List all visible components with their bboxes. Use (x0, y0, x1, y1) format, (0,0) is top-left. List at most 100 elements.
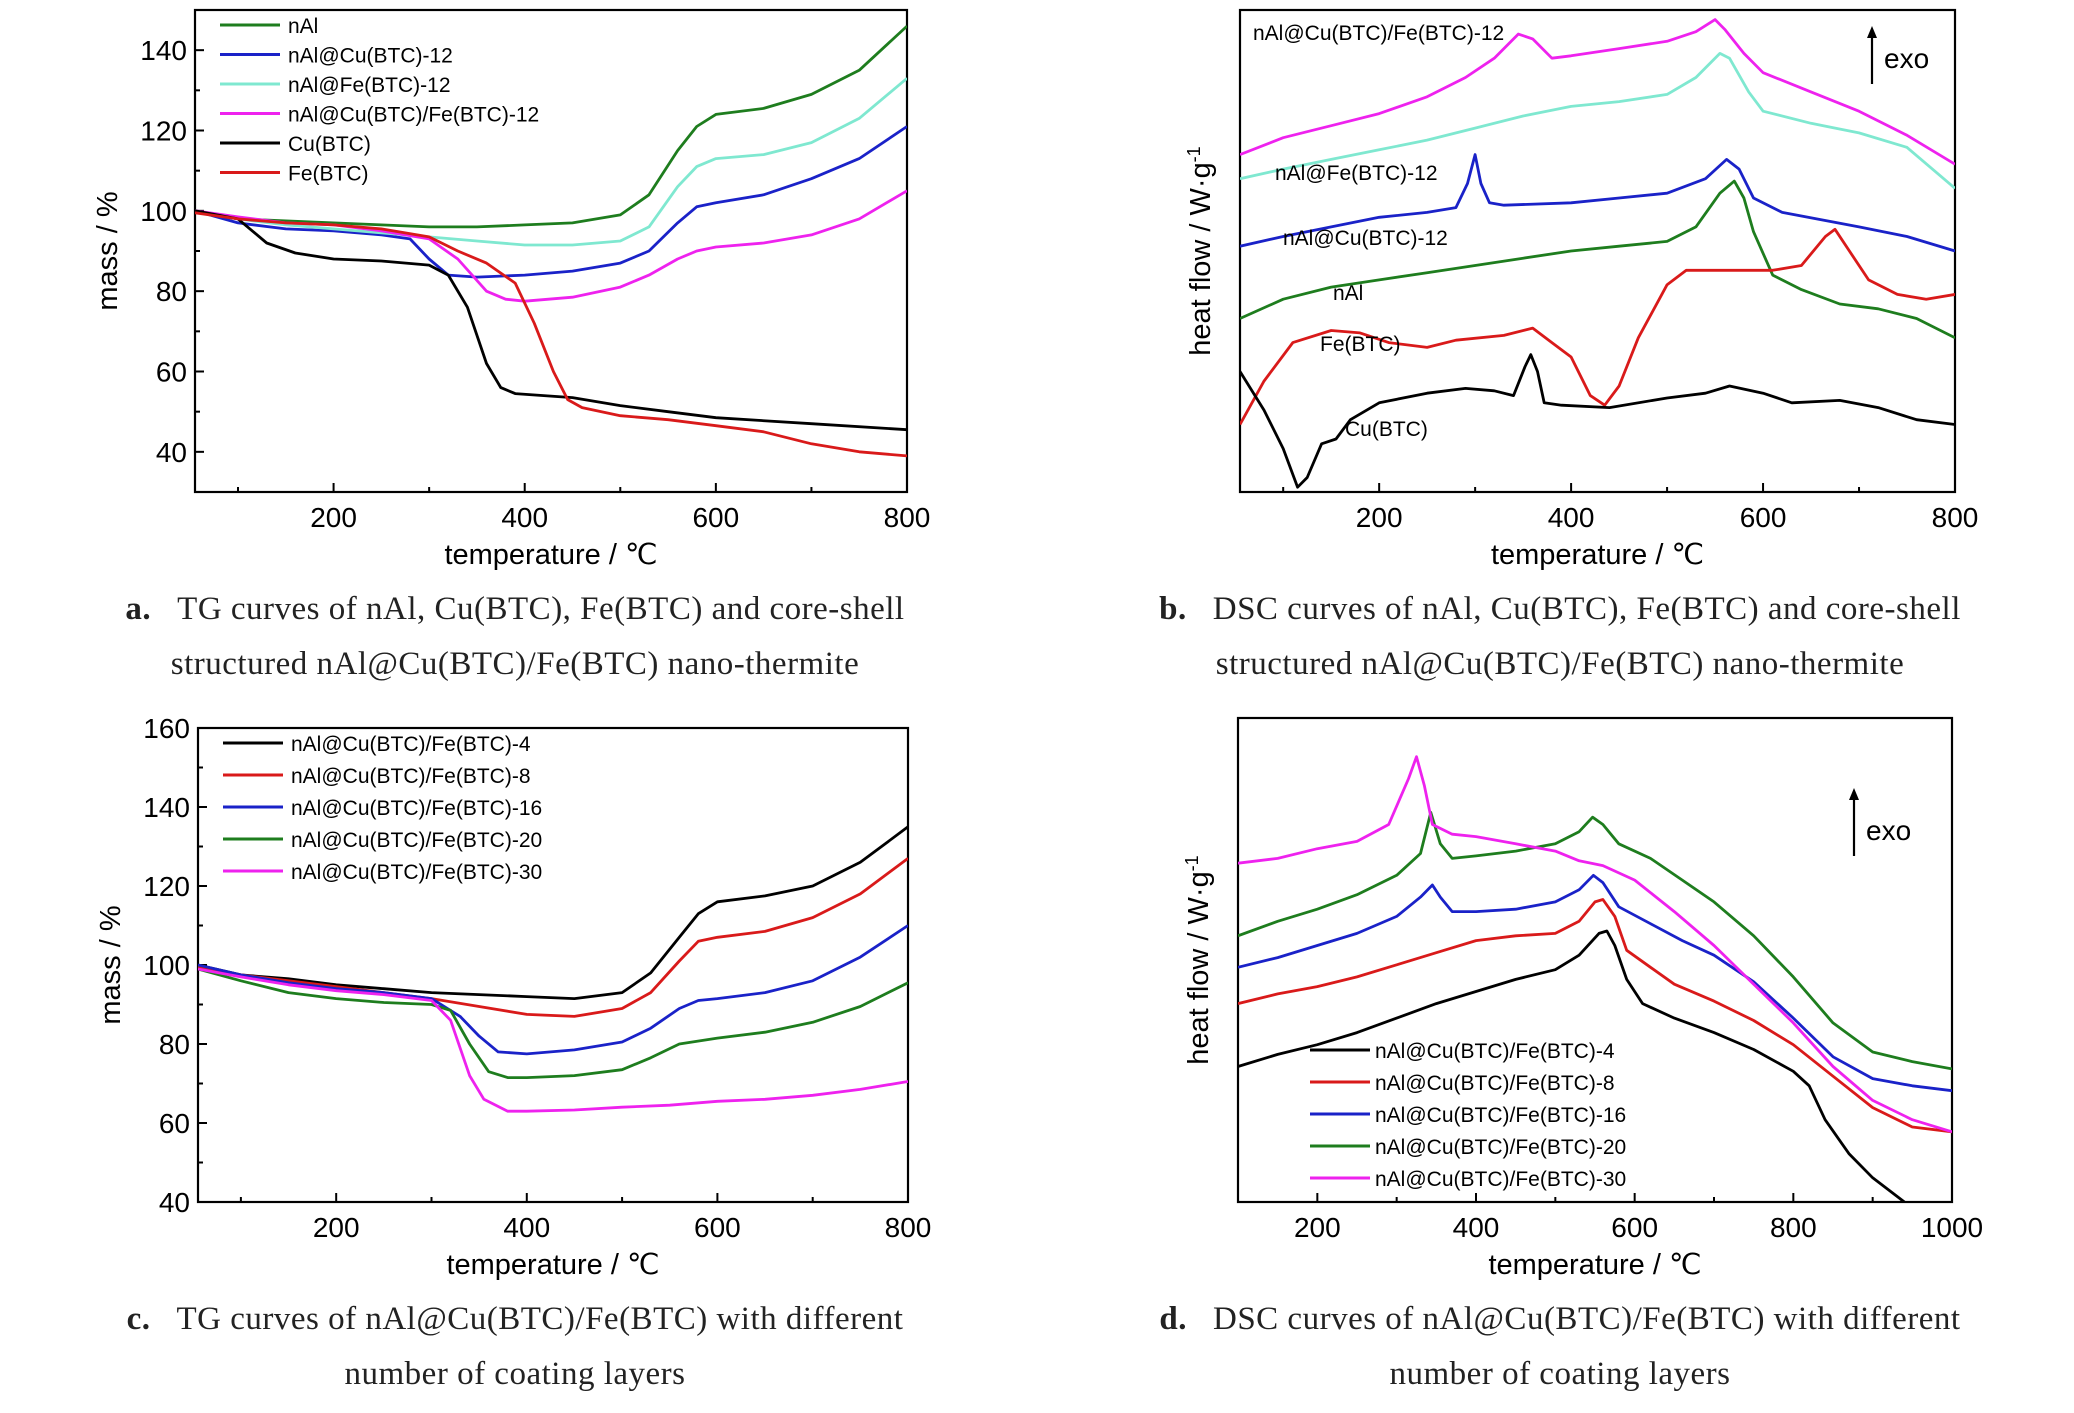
chart-a: 200 400 600 800 40 60 80 100 120 140 temperature /… (92, 8, 931, 571)
series-line (1240, 179, 1955, 340)
exo-label: exo (1884, 43, 1929, 74)
series-line (1240, 353, 1955, 489)
y-axis-label: mass / % (92, 191, 124, 310)
legend-label: nAl@Cu(BTC)/Fe(BTC)-8 (291, 765, 531, 788)
legend-label: Cu(BTC) (288, 133, 371, 156)
y-axis-label: mass / % (95, 905, 127, 1024)
x-tick-label: 800 (1932, 502, 1979, 533)
y-tick-label: 80 (159, 1029, 190, 1060)
legend-label: nAl@Cu(BTC)-12 (288, 45, 453, 68)
series-line (1238, 755, 1952, 1134)
legend-label: nAl@Cu(BTC)/Fe(BTC)-20 (291, 829, 542, 852)
caption-b-line2: structured nAl@Cu(BTC)/Fe(BTC) nano-ther… (1215, 646, 1905, 682)
x-tick-label: 600 (1740, 502, 1787, 533)
series-line (1240, 227, 1955, 426)
legend-label: nAl@Cu(BTC)/Fe(BTC)-4 (1375, 1040, 1615, 1063)
x-tick-label: 200 (1356, 502, 1403, 533)
legend-label: nAl@Cu(BTC)/Fe(BTC)-4 (291, 733, 531, 756)
legend-label: nAl (288, 15, 318, 38)
series-line (1240, 52, 1955, 190)
chart-d: 200 400 600 800 1000 temperature / ℃ heat flow… (1182, 716, 1983, 1281)
series-line (198, 967, 908, 1079)
caption-a: a. TG curves of nAl, Cu(BTC), Fe(BTC) and… (30, 582, 1000, 692)
y-axis-label: heat flow / W·g-1 (1182, 855, 1215, 1064)
y-tick-label: 140 (140, 35, 187, 66)
x-tick-label: 600 (692, 502, 739, 533)
chart-b: 200 400 600 800 temperature / ℃ heat flow / W… (1184, 8, 1979, 571)
x-axis-label: temperature / ℃ (444, 539, 657, 571)
caption-b: b. DSC curves of nAl, Cu(BTC), Fe(BTC) an… (1060, 582, 2060, 692)
x-tick-label: 400 (1548, 502, 1595, 533)
exo-label: exo (1866, 815, 1911, 846)
exo-arrow-icon (1867, 26, 1877, 38)
series-line (198, 924, 908, 1056)
curve-label: nAl@Cu(BTC)-12 (1283, 227, 1448, 250)
legend-label: nAl@Cu(BTC)/Fe(BTC)-8 (1375, 1072, 1615, 1095)
caption-a-label: a. (125, 591, 152, 627)
caption-a-line1: TG curves of nAl, Cu(BTC), Fe(BTC) and c… (177, 591, 905, 627)
plot-frame (1236, 716, 1954, 1204)
caption-c-line1: TG curves of nAl@Cu(BTC)/Fe(BTC) with di… (176, 1301, 904, 1337)
caption-b-label: b. (1159, 591, 1187, 627)
y-tick-label: 160 (143, 713, 190, 744)
curve-label: Cu(BTC) (1345, 418, 1428, 441)
legend-label: nAl@Cu(BTC)/Fe(BTC)-16 (1375, 1104, 1626, 1127)
curve-label: Fe(BTC) (1320, 333, 1401, 356)
series-line (195, 25, 907, 229)
curve-label: nAl (1333, 282, 1363, 305)
legend-label: nAl@Cu(BTC)/Fe(BTC)-30 (291, 861, 542, 884)
x-tick-label: 200 (310, 502, 357, 533)
series-line (195, 125, 907, 279)
series-line (1238, 873, 1952, 1093)
y-tick-label: 40 (159, 1187, 190, 1218)
x-tick-label: 400 (1453, 1212, 1500, 1243)
y-tick-label: 40 (156, 437, 187, 468)
x-tick-label: 800 (885, 1212, 932, 1243)
legend-label: nAl@Cu(BTC)/Fe(BTC)-16 (291, 797, 542, 820)
curve-label: nAl@Cu(BTC)/Fe(BTC)-12 (1253, 22, 1504, 45)
chart-c: 200 400 600 800 40 60 80 100 120 140 160 temperatur… (95, 713, 931, 1281)
x-tick-label: 600 (694, 1212, 741, 1243)
series-line (1238, 811, 1952, 1071)
curve-label: nAl@Fe(BTC)-12 (1275, 162, 1438, 185)
x-tick-label: 600 (1611, 1212, 1658, 1243)
caption-d: d. DSC curves of nAl@Cu(BTC)/Fe(BTC) with… (1060, 1292, 2060, 1402)
y-tick-label: 100 (143, 950, 190, 981)
y-tick-label: 140 (143, 792, 190, 823)
caption-b-line1: DSC curves of nAl, Cu(BTC), Fe(BTC) and … (1212, 591, 1961, 627)
series-line (198, 967, 908, 1113)
exo-arrow-icon (1849, 788, 1859, 800)
x-tick-label: 400 (503, 1212, 550, 1243)
x-tick-label: 400 (501, 502, 548, 533)
y-axis-label: heat flow / W·g-1 (1184, 146, 1217, 355)
y-tick-label: 120 (143, 871, 190, 902)
series-line (1238, 898, 1952, 1134)
caption-c-label: c. (126, 1301, 151, 1337)
series-line (195, 209, 907, 432)
caption-d-label: d. (1159, 1301, 1187, 1337)
x-axis-label: temperature / ℃ (1491, 539, 1704, 571)
x-tick-label: 800 (1770, 1212, 1817, 1243)
series-line (198, 825, 908, 1000)
caption-c: c. TG curves of nAl@Cu(BTC)/Fe(BTC) with … (30, 1292, 1000, 1402)
y-tick-label: 60 (156, 357, 187, 388)
x-tick-label: 200 (1294, 1212, 1341, 1243)
caption-d-line2: number of coating layers (1389, 1356, 1731, 1392)
caption-c-line2: number of coating layers (344, 1356, 686, 1392)
series-line (1240, 18, 1955, 166)
x-axis-label: temperature / ℃ (446, 1249, 659, 1281)
y-tick-label: 100 (140, 196, 187, 227)
legend-label: nAl@Cu(BTC)/Fe(BTC)-12 (288, 104, 539, 127)
y-tick-label: 120 (140, 116, 187, 147)
series-line (195, 77, 907, 247)
legend-label: nAl@Cu(BTC)/Fe(BTC)-20 (1375, 1136, 1626, 1159)
series-line (198, 857, 908, 1018)
legend-label: nAl@Fe(BTC)-12 (288, 74, 451, 97)
series-line (1238, 929, 1906, 1202)
x-tick-label: 200 (313, 1212, 360, 1243)
series-line (1240, 153, 1955, 253)
series-line (195, 211, 907, 458)
x-tick-label: 1000 (1921, 1212, 1983, 1243)
x-tick-label: 800 (884, 502, 931, 533)
